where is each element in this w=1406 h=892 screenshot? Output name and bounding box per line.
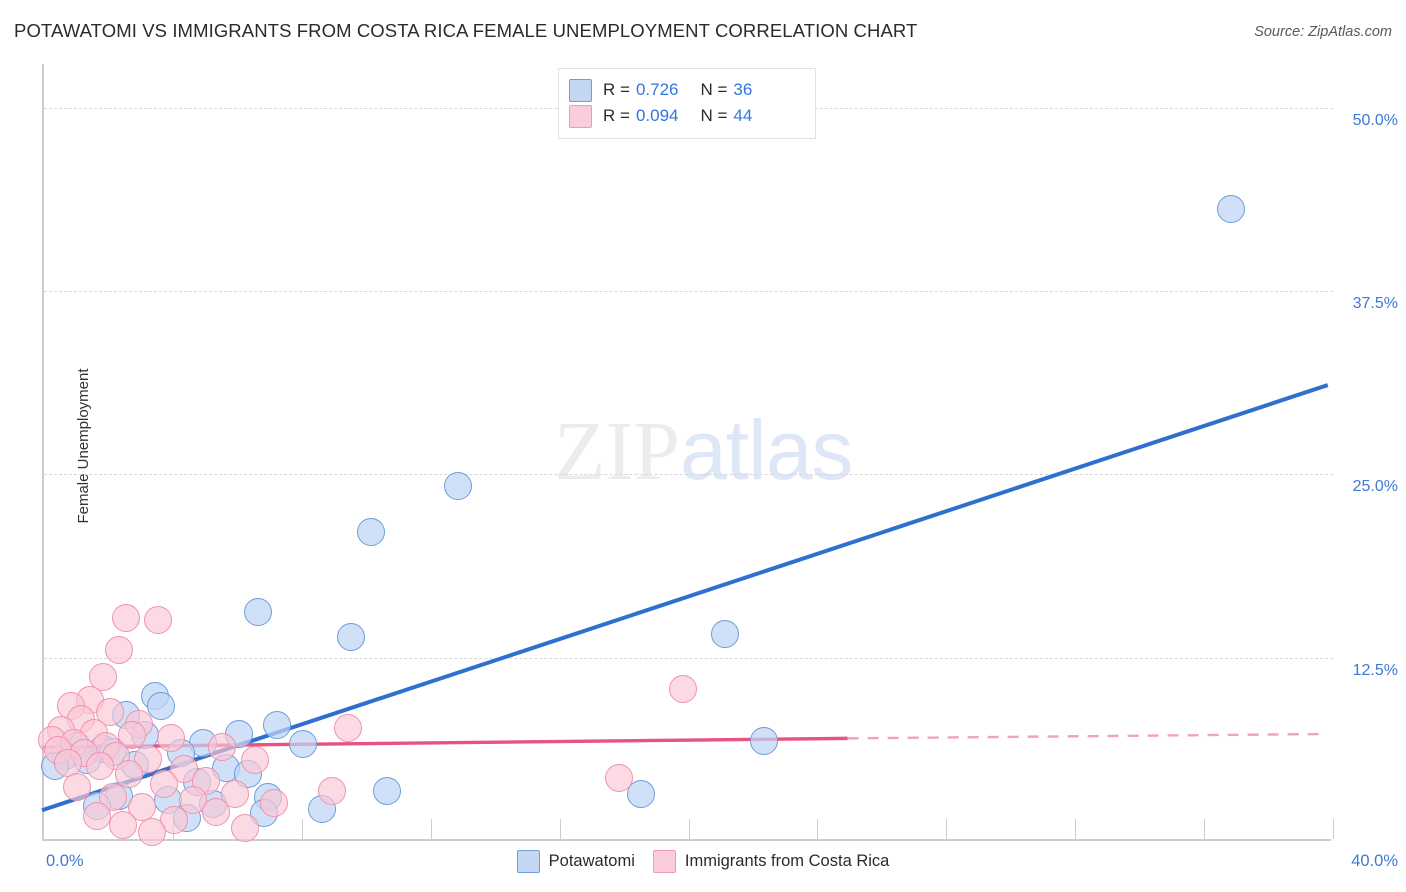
- legend-label-potawatomi: Potawatomi: [548, 852, 635, 870]
- scatter-point[interactable]: [208, 733, 237, 762]
- series-swatch-potawatomi-icon: [569, 78, 592, 102]
- x-axis-tick: [301, 819, 303, 839]
- gridline: [44, 291, 1333, 293]
- gridline: [44, 657, 1333, 659]
- source-attribution: Source: ZipAtlas.com: [1254, 24, 1392, 40]
- legend-item-costa-rica[interactable]: Immigrants from Costa Rica: [652, 850, 890, 873]
- y-axis-tick-label: 12.5%: [1352, 661, 1398, 679]
- scatter-point[interactable]: [243, 598, 272, 627]
- scatter-point[interactable]: [260, 788, 289, 817]
- scatter-point[interactable]: [240, 746, 269, 775]
- x-axis-tick: [688, 819, 690, 839]
- n-label: N =: [700, 106, 728, 125]
- scatter-point[interactable]: [334, 714, 363, 743]
- x-axis-tick: [1204, 819, 1206, 839]
- r-label: R =: [603, 80, 630, 99]
- n-value-potawatomi: 36: [733, 80, 753, 99]
- legend-item-potawatomi[interactable]: Potawatomi: [516, 850, 635, 873]
- scatter-point[interactable]: [53, 749, 82, 778]
- scatter-point[interactable]: [627, 780, 656, 809]
- scatter-point[interactable]: [89, 662, 118, 691]
- scatter-point[interactable]: [289, 730, 318, 759]
- x-axis-max-label: 40.0%: [1351, 852, 1398, 870]
- x-axis-tick: [817, 819, 819, 839]
- r-label: R =: [603, 106, 630, 125]
- n-label: N =: [700, 80, 728, 99]
- stats-row-potawatomi: R = 0.726 N = 36: [569, 77, 805, 103]
- scatter-point[interactable]: [356, 517, 385, 546]
- watermark: ZIPatlas: [554, 408, 853, 494]
- scatter-point[interactable]: [443, 472, 472, 501]
- y-axis-tick-label: 37.5%: [1352, 295, 1398, 313]
- x-axis-tick: [430, 819, 432, 839]
- scatter-point[interactable]: [63, 772, 92, 801]
- scatter-point[interactable]: [144, 605, 172, 634]
- scatter-point[interactable]: [372, 777, 401, 806]
- n-value-costa-rica: 44: [733, 106, 753, 125]
- r-value-costa-rica: 0.094: [635, 106, 679, 125]
- scatter-point[interactable]: [105, 636, 134, 665]
- scatter-point[interactable]: [115, 759, 143, 788]
- scatter-point[interactable]: [147, 692, 176, 721]
- x-axis-tick: [1075, 819, 1077, 839]
- scatter-point[interactable]: [711, 620, 740, 649]
- scatter-point[interactable]: [604, 763, 633, 792]
- y-axis-tick-label: 25.0%: [1352, 478, 1398, 496]
- x-axis-tick: [1333, 819, 1334, 839]
- scatter-point[interactable]: [202, 797, 230, 826]
- x-axis-tick: [559, 819, 561, 839]
- legend-label-costa-rica: Immigrants from Costa Rica: [684, 852, 890, 870]
- scatter-point[interactable]: [669, 674, 698, 703]
- scatter-point[interactable]: [86, 752, 114, 781]
- scatter-point[interactable]: [111, 604, 140, 633]
- stats-row-costa-rica: R = 0.094 N = 44: [569, 103, 805, 129]
- scatter-point[interactable]: [318, 777, 347, 806]
- series-swatch-costa-rica-icon: [569, 104, 592, 128]
- gridline: [44, 474, 1333, 476]
- x-axis-tick: [946, 819, 948, 839]
- series-legend: Potawatomi Immigrants from Costa Rica: [0, 850, 1406, 873]
- watermark-zip: ZIP: [554, 405, 680, 498]
- scatter-point[interactable]: [108, 810, 137, 839]
- legend-swatch-costa-rica-icon: [652, 850, 676, 873]
- scatter-point[interactable]: [82, 802, 111, 831]
- correlation-stats-box: R = 0.726 N = 36 R = 0.094 N = 44: [558, 68, 816, 139]
- r-value-potawatomi: 0.726: [635, 80, 679, 99]
- scatter-point[interactable]: [231, 813, 260, 842]
- watermark-atlas: atlas: [680, 403, 853, 497]
- scatter-point[interactable]: [337, 623, 366, 652]
- scatter-point[interactable]: [1217, 195, 1246, 224]
- page-title: POTAWATOMI VS IMMIGRANTS FROM COSTA RICA…: [14, 20, 918, 41]
- x-axis-min-label: 0.0%: [46, 852, 84, 870]
- scatter-point[interactable]: [192, 766, 221, 795]
- legend-swatch-potawatomi-icon: [516, 850, 540, 873]
- y-axis-tick-label: 50.0%: [1352, 111, 1398, 129]
- scatter-point[interactable]: [263, 711, 292, 740]
- scatter-point[interactable]: [749, 727, 778, 756]
- scatter-point[interactable]: [150, 769, 179, 798]
- scatter-point[interactable]: [137, 818, 166, 847]
- scatter-point[interactable]: [156, 724, 185, 753]
